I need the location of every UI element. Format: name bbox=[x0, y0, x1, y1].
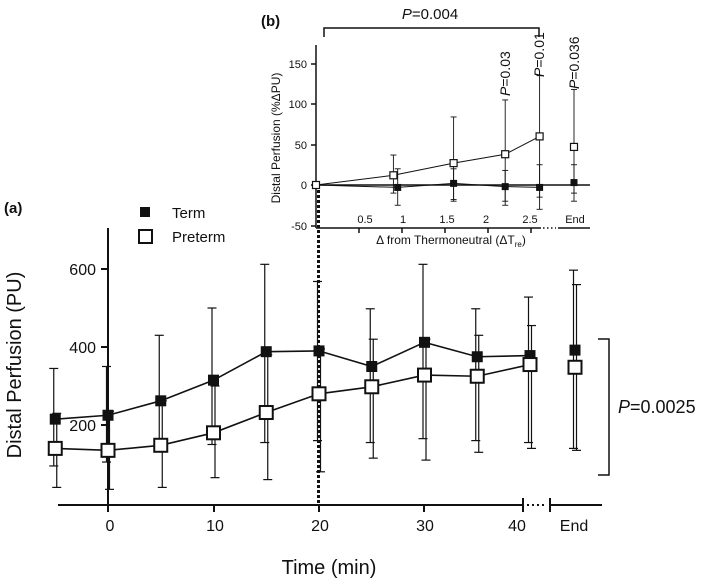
preterm-inset-point-x1.6-marker bbox=[449, 159, 458, 168]
preterm-point-t-5-marker bbox=[47, 440, 63, 456]
term-inset-point-end-marker bbox=[570, 179, 578, 187]
term-point-t35-marker bbox=[471, 351, 483, 363]
legend: Term Preterm bbox=[138, 205, 225, 246]
x-tick-label-20: 20 bbox=[311, 518, 329, 535]
inset-y-tick-label-150: 150 bbox=[289, 59, 307, 71]
preterm-point-t10-marker bbox=[206, 425, 221, 441]
panel-a-data bbox=[47, 263, 583, 490]
preterm-inset-point-x0-marker bbox=[311, 180, 321, 190]
x-ticks: 0 10 20 30 40 End bbox=[106, 498, 588, 535]
panel-a-label: (a) bbox=[4, 200, 22, 217]
term-point-t-5-marker bbox=[49, 413, 61, 425]
annotation-p-01: P=0.01 bbox=[531, 32, 547, 77]
preterm-point-t40-marker bbox=[522, 357, 538, 373]
x-tick-label-end: End bbox=[560, 518, 588, 535]
x-tick-label-10: 10 bbox=[206, 518, 224, 535]
preterm-inset-point-end-marker bbox=[569, 142, 579, 152]
significance-bracket-b bbox=[323, 27, 540, 37]
preterm-point-t25-marker bbox=[364, 379, 380, 395]
preterm-series-line bbox=[55, 363, 531, 452]
term-inset-point-x2.6-marker bbox=[536, 183, 544, 191]
preterm-point-t5-marker bbox=[153, 437, 169, 453]
inset-y-axis-title: Distal Perfusion (%ΔPU) bbox=[269, 73, 283, 204]
inset-x-ticks: 0.5 1 1.5 2 2.5 End bbox=[357, 214, 585, 233]
inset-y-tick-label-neg50: -50 bbox=[291, 221, 307, 233]
annotation-p-036: P=0.036 bbox=[566, 36, 582, 89]
panel-b-data bbox=[311, 75, 579, 210]
preterm-point-end-marker bbox=[567, 359, 583, 375]
inset-y-tick-label-50: 50 bbox=[295, 140, 307, 152]
inset-x-tick-label-1-5: 1.5 bbox=[439, 214, 454, 226]
inset-y-ticks: 150 100 50 0 -50 bbox=[289, 59, 316, 233]
legend-preterm-label: Preterm bbox=[172, 229, 225, 246]
annotation-p-03: P=0.03 bbox=[497, 51, 513, 96]
preterm-inset-point-x2.6-marker bbox=[535, 132, 544, 141]
term-point-t0-marker bbox=[102, 409, 114, 421]
preterm-inset-point-x0.9-marker bbox=[389, 171, 398, 180]
term-point-t30-marker bbox=[419, 336, 430, 348]
inset-x-tick-label-end: End bbox=[565, 214, 585, 226]
inset-y-tick-label-100: 100 bbox=[289, 99, 307, 111]
term-inset-point-x2.2-marker bbox=[501, 183, 509, 191]
y-tick-label-600: 600 bbox=[69, 262, 96, 279]
x-tick-label-0: 0 bbox=[106, 518, 115, 535]
x-axis-title: Time (min) bbox=[282, 557, 377, 579]
inset-y-tick-label-0: 0 bbox=[301, 180, 307, 192]
term-point-t40-marker bbox=[524, 350, 536, 362]
inset-x-tick-label-1: 1 bbox=[400, 214, 406, 226]
preterm-point-t0-marker bbox=[100, 442, 116, 458]
inset-x-tick-label-2: 2 bbox=[483, 214, 489, 226]
legend-term-marker bbox=[140, 207, 150, 217]
y-ticks: 200 400 600 bbox=[69, 262, 108, 435]
preterm-point-t35-marker bbox=[469, 368, 485, 384]
inset-x-axis-title: Δ from Thermoneutral (ΔTre) bbox=[376, 233, 526, 249]
term-inset-point-x0.95-marker bbox=[394, 183, 402, 191]
annotation-p-004: P=0.004 bbox=[402, 6, 458, 23]
preterm-point-t30-marker bbox=[417, 367, 432, 383]
inset-x-tick-label-2-5: 2.5 bbox=[522, 214, 537, 226]
legend-preterm-marker bbox=[138, 229, 153, 244]
term-point-t5-marker bbox=[155, 395, 167, 407]
preterm-inset-series-line bbox=[315, 135, 540, 186]
panel-b-label: (b) bbox=[261, 13, 280, 30]
y-axis-title: Distal Perfusion (PU) bbox=[4, 272, 26, 459]
legend-term-label: Term bbox=[172, 205, 205, 222]
term-point-t10-marker bbox=[208, 374, 219, 386]
preterm-inset-point-x2.2-marker bbox=[501, 150, 510, 159]
term-point-t20-marker bbox=[313, 345, 325, 357]
term-point-t25-marker bbox=[366, 361, 378, 372]
annotation-p-0025: P=0.0025 bbox=[618, 397, 696, 417]
preterm-point-t20-marker bbox=[311, 386, 327, 402]
term-inset-point-x1.6-marker bbox=[450, 179, 458, 187]
preterm-point-t15-marker bbox=[258, 405, 274, 421]
term-series-line bbox=[55, 341, 531, 420]
y-tick-label-200: 200 bbox=[69, 418, 96, 435]
term-point-t15-marker bbox=[260, 346, 272, 358]
term-point-end-marker bbox=[569, 344, 581, 356]
inset-x-tick-label-0-5: 0.5 bbox=[357, 214, 372, 226]
significance-bracket-a bbox=[598, 338, 610, 476]
x-tick-label-30: 30 bbox=[416, 518, 434, 535]
x-tick-label-40: 40 bbox=[508, 518, 526, 535]
y-tick-label-400: 400 bbox=[69, 340, 96, 357]
